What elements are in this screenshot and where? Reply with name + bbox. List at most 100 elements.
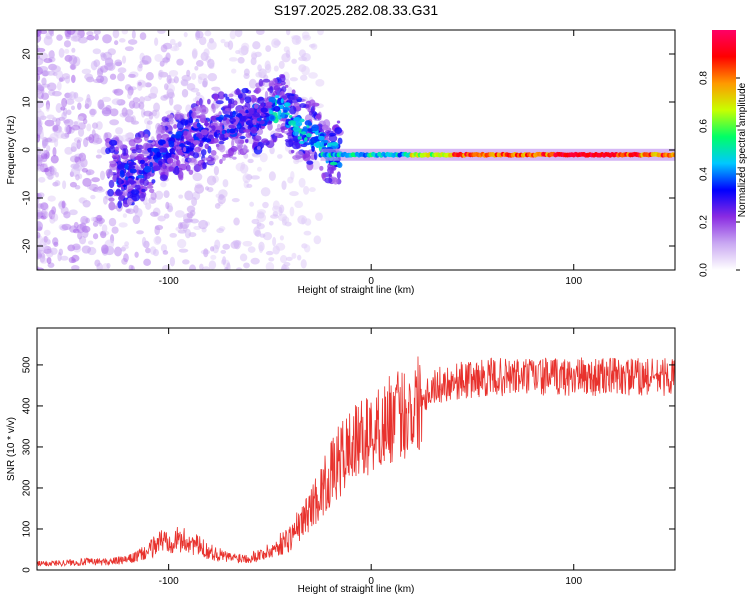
spectrogram-band-cell xyxy=(306,160,314,165)
spectrogram-noise-cell xyxy=(165,201,170,210)
snr-y-tick-label: 0 xyxy=(22,567,33,573)
spectrogram-noise-cell xyxy=(46,256,52,265)
spectrogram-noise-cell xyxy=(55,70,63,80)
spectrogram-ridge-cell xyxy=(280,98,284,104)
spectrogram-band-cell xyxy=(168,131,173,135)
spectrogram-ridge-cell xyxy=(246,113,253,117)
snr-panel: -100 0 100 0 100 200 300 400 500 Height of strai… xyxy=(6,327,676,595)
spectrogram-band-cell xyxy=(223,93,228,98)
colorbar-tick-label: 0.0 xyxy=(699,263,710,277)
spectrogram-noise-cell xyxy=(75,174,80,181)
spectrogram-ridge-cell xyxy=(243,128,251,133)
spectrogram-ridge-cell xyxy=(124,176,129,181)
spectrogram-noise-cell xyxy=(70,105,75,111)
spectrogram-noise-cell xyxy=(250,175,260,180)
spectrogram-noise-cell xyxy=(101,244,109,255)
spectrogram-noise-cell xyxy=(191,72,197,80)
spectrogram-noise-cell xyxy=(63,40,71,48)
spectrogram-ridge-cell xyxy=(213,125,222,131)
spectrogram-noise-cell xyxy=(103,195,108,205)
spectrogram-noise-cell xyxy=(96,149,102,154)
spectrogram-noise-cell xyxy=(74,96,84,103)
spectrogram-y-tick-label: 10 xyxy=(22,96,33,108)
spectrogram-noise-cell xyxy=(287,176,294,184)
spectrogram-noise-cell xyxy=(104,132,112,139)
spectrogram-noise-cell xyxy=(195,30,201,41)
spectrogram-noise-cell xyxy=(41,236,50,245)
spectrogram-noise-cell xyxy=(302,34,312,41)
spectrogram-noise-cell xyxy=(273,40,282,46)
spectrogram-noise-cell xyxy=(173,76,179,84)
spectrogram-noise-cell xyxy=(208,62,215,70)
spectrogram-band-cell xyxy=(332,177,339,185)
spectrogram-band-cell xyxy=(308,110,313,116)
spectrogram-y-tick-label: 20 xyxy=(22,48,33,60)
spectrogram-ridge-cell xyxy=(317,135,325,141)
spectrogram-noise-cell xyxy=(250,257,260,265)
spectrogram-band-cell xyxy=(253,135,262,142)
spectrogram-band-cell xyxy=(224,108,232,112)
spectrogram-noise-cell xyxy=(118,38,126,43)
snr-x-tick-label: 0 xyxy=(368,576,374,587)
spectrogram-ridge-cell xyxy=(193,136,199,142)
spectrogram-noise-cell xyxy=(222,243,231,250)
colorbar: 0.0 0.2 0.4 0.6 0.8 Normalized spectral ampl… xyxy=(699,30,748,277)
snr-frame xyxy=(36,327,676,571)
spectrogram-band-cell xyxy=(191,111,197,119)
spectrogram-noise-cell xyxy=(303,244,311,253)
spectrogram-noise-cell xyxy=(44,119,55,127)
spectrogram-noise-cell xyxy=(93,30,101,35)
spectrogram-noise-cell xyxy=(303,230,312,236)
spectrogram-ridge-cell xyxy=(211,138,215,143)
spectrogram-ridge-cell xyxy=(156,151,161,158)
spectrogram-band-cell xyxy=(202,162,207,170)
spectrogram-noise-cell xyxy=(99,170,106,181)
spectrogram-band-cell xyxy=(328,132,337,137)
spectrogram-noise-cell xyxy=(71,74,76,84)
spectrogram-band-cell xyxy=(161,116,169,123)
spectrogram-noise-cell xyxy=(180,78,189,86)
spectrogram-ridge-cell xyxy=(229,118,236,123)
snr-ticks: -100 0 100 0 100 200 300 400 500 xyxy=(22,328,675,587)
spectrogram-noise-cell xyxy=(37,124,43,135)
spectrogram-band-cell xyxy=(324,177,333,184)
spectrogram-band-cell xyxy=(202,157,211,161)
spectrogram-noise-cell xyxy=(124,133,130,139)
spectrogram-noise-cell xyxy=(160,181,167,188)
spectrogram-band-cell xyxy=(111,154,120,159)
spectrogram-ridge-cell xyxy=(129,168,137,174)
spectrogram-x-tick-label: 100 xyxy=(565,276,582,287)
spectrogram-noise-cell xyxy=(210,246,215,252)
spectrogram-noise-cell xyxy=(77,36,88,44)
spectrogram-noise-cell xyxy=(259,152,268,163)
spectrogram-noise-cell xyxy=(252,41,261,50)
spectrogram-noise-cell xyxy=(41,77,47,86)
spectrogram-noise-cell xyxy=(203,48,210,57)
spectrogram-noise-cell xyxy=(56,34,63,41)
spectrogram-noise-cell xyxy=(150,94,157,99)
spectrogram-noise-cell xyxy=(178,194,184,199)
spectrogram-noise-cell xyxy=(40,202,49,210)
spectrogram-noise-cell xyxy=(268,171,276,181)
spectrogram-band-cell xyxy=(191,107,197,112)
spectrogram-band-cell xyxy=(251,96,256,104)
spectrogram-ridge-cell xyxy=(136,174,145,179)
spectrogram-noise-cell xyxy=(86,34,95,41)
spectrogram-noise-cell xyxy=(298,49,307,57)
spectrogram-band-cell xyxy=(192,152,200,159)
spectrogram-noise-cell xyxy=(206,175,217,186)
spectrogram-band-cell xyxy=(151,179,156,184)
spectrogram-band-cell xyxy=(133,137,143,144)
spectrogram-noise-cell xyxy=(58,77,64,83)
spectrogram-noise-cell xyxy=(285,30,291,36)
spectrogram-ridge-cell xyxy=(211,125,216,132)
spectrogram-band-cell xyxy=(336,120,341,124)
spectrogram-noise-cell xyxy=(177,238,187,249)
spectrogram-noise-cell xyxy=(72,243,81,251)
spectrogram-noise-cell xyxy=(37,149,47,155)
spectrogram-noise-cell xyxy=(82,177,92,187)
spectrogram-ridge-cell xyxy=(310,136,318,144)
spectrogram-ridge-cell xyxy=(292,130,299,136)
spectrogram-ridge-cell xyxy=(196,122,201,128)
spectrogram-noise-cell xyxy=(45,249,54,258)
